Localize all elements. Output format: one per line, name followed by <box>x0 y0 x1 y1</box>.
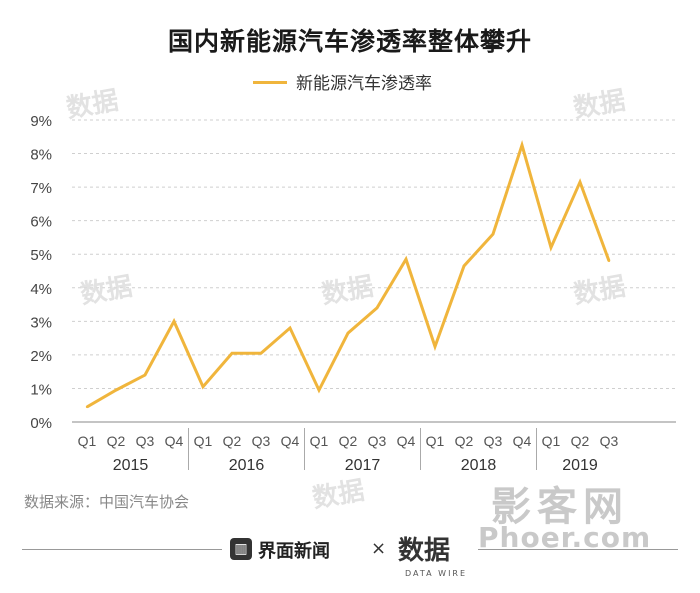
data-point <box>85 405 89 409</box>
x-tick-label: Q2 <box>571 433 590 449</box>
x-tick-label: Q4 <box>281 433 300 449</box>
x-tick-label: Q3 <box>484 433 503 449</box>
jiemian-brand-name: 界面新闻 <box>258 541 330 562</box>
y-tick-label: 3% <box>30 314 52 331</box>
data-point <box>143 373 147 377</box>
data-point <box>317 388 321 392</box>
y-tick-label: 7% <box>30 180 52 197</box>
x-tick-label: Q4 <box>513 433 532 449</box>
y-tick-label: 9% <box>30 113 52 130</box>
x-tick-label: Q1 <box>78 433 97 449</box>
brand-separator: × <box>371 538 387 559</box>
data-point <box>375 306 379 310</box>
year-group-label: 2017 <box>345 457 381 474</box>
y-tick-label: 0% <box>30 415 52 432</box>
chart-title: 国内新能源汽车渗透率整体攀升 <box>167 27 532 56</box>
data-point <box>607 259 611 263</box>
x-tick-label: Q3 <box>136 433 155 449</box>
shuju-brand: 数据 <box>398 536 451 566</box>
footer-divider-right <box>478 549 678 550</box>
data-point <box>201 385 205 388</box>
y-tick-label: 6% <box>30 214 52 231</box>
x-tick-label: Q1 <box>426 433 445 449</box>
y-tick-label: 5% <box>30 247 52 264</box>
chart-legend: 新能源汽车渗透率 <box>0 66 700 96</box>
year-group-label: 2018 <box>461 457 497 474</box>
site-url-watermark: Phoer.com <box>478 521 652 554</box>
legend-line-swatch <box>253 81 287 84</box>
shuju-brand-subtitle: DATA WIRE <box>405 569 468 578</box>
x-tick-label: Q2 <box>339 433 358 449</box>
x-tick-label: Q2 <box>455 433 474 449</box>
x-tick-label: Q3 <box>368 433 387 449</box>
data-point <box>404 258 408 261</box>
x-tick-label: Q3 <box>600 433 619 449</box>
data-point <box>462 264 466 268</box>
footer-divider-left <box>22 549 222 550</box>
x-tick-label: Q3 <box>252 433 271 449</box>
x-tick-label: Q4 <box>165 433 184 449</box>
data-point <box>433 345 437 348</box>
legend-label: 新能源汽车渗透率 <box>296 74 432 94</box>
data-point <box>491 232 495 236</box>
x-tick-label: Q1 <box>310 433 329 449</box>
data-point <box>578 180 582 184</box>
data-point <box>259 352 263 355</box>
jiemian-logo-icon: ▥ <box>230 538 252 560</box>
year-group-label: 2016 <box>229 457 265 474</box>
data-point <box>172 320 176 323</box>
data-point <box>288 326 292 330</box>
x-tick-label: Q1 <box>542 433 561 449</box>
x-tick-label: Q4 <box>397 433 416 449</box>
x-tick-label: Q2 <box>107 433 126 449</box>
x-tick-label: Q2 <box>223 433 242 449</box>
year-group-label: 2015 <box>113 457 149 474</box>
data-point <box>346 331 350 335</box>
site-watermark: 影客网 <box>491 484 629 530</box>
data-point <box>520 143 524 147</box>
y-tick-label: 1% <box>30 381 52 398</box>
y-tick-label: 4% <box>30 281 52 298</box>
y-tick-label: 8% <box>30 147 52 164</box>
year-group-label: 2019 <box>562 457 598 474</box>
y-tick-label: 2% <box>30 348 52 365</box>
data-source: 数据来源：中国汽车协会 <box>24 493 190 511</box>
data-point <box>114 388 118 392</box>
data-point <box>230 352 234 355</box>
data-point <box>549 246 553 249</box>
x-tick-label: Q1 <box>194 433 213 449</box>
